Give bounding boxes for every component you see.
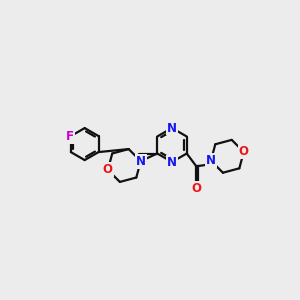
Text: N: N (167, 155, 177, 169)
Text: O: O (103, 164, 113, 176)
Text: N: N (206, 154, 216, 167)
Text: O: O (239, 146, 249, 158)
Text: N: N (136, 154, 146, 168)
Text: F: F (66, 130, 74, 142)
Text: N: N (167, 122, 177, 134)
Text: O: O (191, 182, 201, 195)
